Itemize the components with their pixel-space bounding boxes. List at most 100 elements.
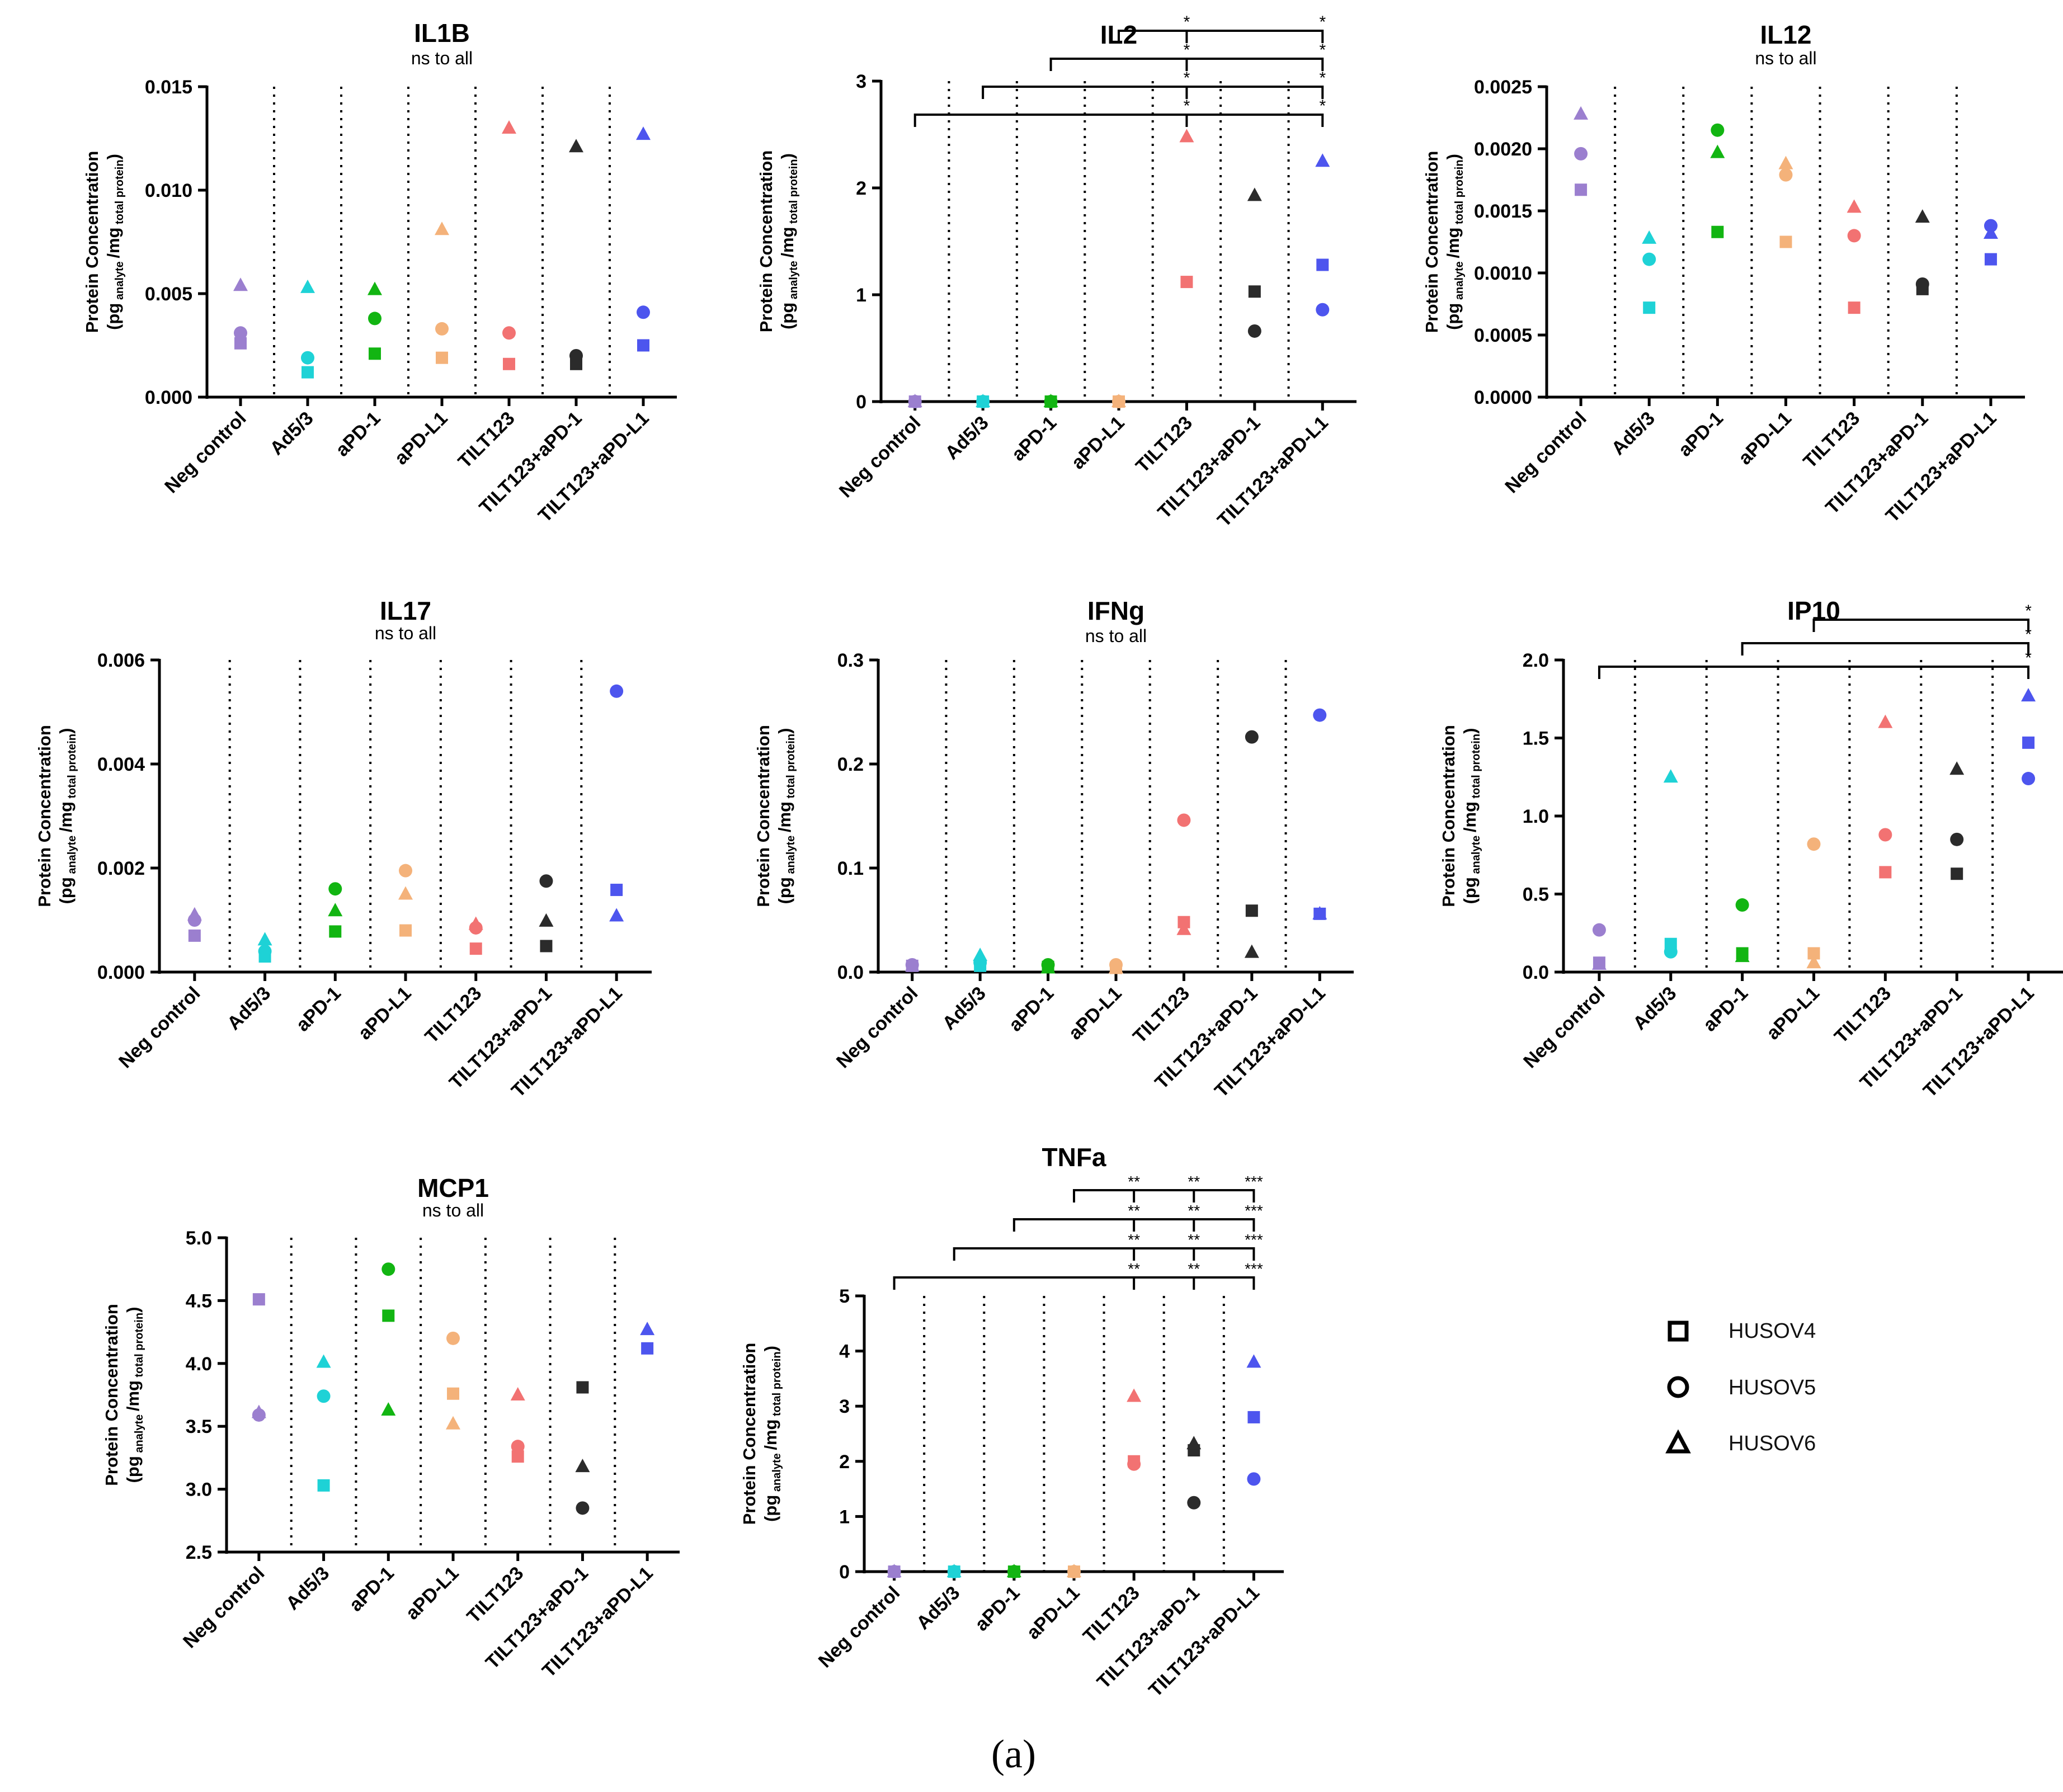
y-axis-label-line2: (pg analyte /mg total protein) [761,1346,783,1522]
data-point-husov5-apd-l1 [399,864,412,878]
y-tick-label: 0.005 [145,284,192,305]
data-point-husov4-tilt123-apd-l1 [1247,1411,1260,1423]
data-point-husov6-ad5-3 [976,394,991,407]
data-point-husov4-neg-control [1575,183,1588,196]
data-point-husov4-apd-l1 [1779,235,1792,248]
y-tick-label: 1.0 [1523,806,1549,827]
legend-label-husov5: HUSOV5 [1728,1376,1816,1399]
data-point-husov4-tilt123-apd-l1 [637,339,649,352]
chart-title: IL17 [380,596,431,625]
legend-item-husov6: HUSOV6 [1665,1429,1816,1455]
data-point-husov4-neg-control [234,337,247,350]
y-tick-label: 3 [856,71,866,92]
data-point-husov6-tilt123 [1179,129,1194,143]
data-point-husov5-apd-l1 [1779,168,1793,182]
legend-square-marker [1668,1321,1689,1342]
x-tick-label-apd-l1: aPD-L1 [354,983,416,1044]
data-point-husov4-tilt123-apd-l1 [2022,736,2035,749]
x-tick-label-tilt123: TILT123 [463,1563,527,1628]
data-point-husov4-tilt123 [1848,301,1861,314]
x-tick-label-neg-control: Neg control [115,983,204,1072]
data-point-husov6-apd-1 [368,281,382,295]
significance-label: * [2025,602,2032,620]
chart-title: MCP1 [417,1173,489,1202]
significance-label: ** [1188,1173,1200,1190]
data-point-husov6-tilt123-apd-1 [1915,209,1930,223]
significance-label: ** [1188,1202,1200,1219]
chart-title: IL1B [414,18,470,48]
significance-label: * [1319,13,1326,31]
x-tick-label-neg-control: Neg control [835,412,925,502]
data-point-husov6-ad5-3 [1663,769,1678,783]
chart-title: TNFa [1042,1143,1106,1172]
y-axis-label: Protein Concentration (pg analyte /mg tot… [753,725,797,907]
significance-label: ** [1188,1260,1200,1277]
chart-subtitle: ns to all [1085,626,1147,646]
data-point-husov4-tilt123-apd-l1 [641,1342,654,1355]
significance-label: * [2025,649,2032,667]
data-point-husov5-tilt123 [511,1440,525,1454]
y-axis-label-line1: Protein Concentration [756,150,776,333]
y-axis-label: Protein Concentration (pg analyte /mg tot… [82,151,126,333]
data-point-husov4-tilt123 [511,1450,524,1463]
y-tick-label: 0.5 [1523,884,1549,906]
data-point-husov6-tilt123-apd-l1 [636,126,651,140]
data-point-husov5-apd-l1 [435,322,449,336]
data-point-husov5-apd-1 [328,882,342,896]
x-tick-label-neg-control: Neg control [179,1563,269,1652]
data-point-husov4-ad5-3 [302,366,314,379]
data-point-husov6-apd-l1 [1109,960,1123,974]
data-point-husov6-ad5-3 [316,1354,331,1368]
x-tick-label-apd-l1: aPD-L1 [1067,412,1129,474]
y-tick-label: 2 [839,1451,850,1473]
data-point-husov6-tilt123-apd-1 [575,1459,590,1473]
data-point-husov5-ad5-3 [1664,945,1678,959]
y-tick-label: 1 [856,285,866,306]
legend-label-husov4: HUSOV4 [1728,1319,1816,1343]
y-tick-label: 2.0 [1523,650,1549,671]
data-point-husov5-apd-1 [1711,123,1725,137]
y-tick-label: 5 [839,1286,850,1307]
y-tick-label: 0.004 [97,754,145,775]
y-axis-label-line2: (pg analyte /mg total protein) [1443,154,1466,330]
legend: HUSOV4 HUSOV5 HUSOV6 [1665,1319,1816,1455]
x-tick-label-apd-1: aPD-1 [1005,983,1058,1036]
significance-label: * [1184,97,1190,115]
chart-subtitle: ns to all [411,48,473,68]
y-axis-label-line2: (pg analyte /mg total protein) [103,154,126,330]
y-tick-label: 0.000 [145,387,192,408]
data-point-husov5-apd-1 [1735,898,1749,912]
x-tick-label-tilt123: TILT123 [1129,983,1194,1048]
x-tick-label-neg-control: Neg control [832,983,922,1072]
data-point-husov6-apd-l1 [446,1416,460,1430]
x-tick-label-ad5-3: Ad5/3 [282,1563,333,1614]
data-point-husov5-neg-control [234,326,247,340]
x-tick-label-ad5-3: Ad5/3 [1608,408,1659,459]
data-point-husov4-tilt123 [1180,276,1193,289]
x-tick-label-tilt123-apd-l1: TILT123+aPD-L1 [1144,1582,1264,1701]
significance-label: * [1319,41,1326,59]
data-point-husov6-tilt123-apd-1 [539,913,554,927]
y-tick-label: 3 [839,1396,850,1417]
data-point-husov6-tilt123-apd-l1 [609,908,624,922]
data-point-husov5-apd-l1 [1807,837,1821,851]
y-tick-label: 0.0025 [1474,77,1532,98]
data-point-husov6-apd-l1 [1806,955,1821,969]
data-point-husov6-neg-control [907,394,922,407]
data-point-husov6-apd-1 [1040,960,1056,974]
significance-label: ** [1128,1260,1140,1277]
data-point-husov5-tilt123-apd-1 [539,874,553,888]
data-point-husov6-tilt123 [1847,199,1862,213]
data-point-husov6-ad5-3 [1642,230,1657,244]
data-point-husov4-neg-control [252,1293,265,1306]
y-tick-label: 2.5 [186,1542,212,1563]
data-point-husov4-apd-l1 [399,924,412,937]
y-axis-label-line1: Protein Concentration [740,1343,759,1525]
y-tick-label: 0.3 [837,650,864,671]
data-point-husov5-tilt123-apd-1 [1187,1496,1201,1510]
data-point-husov6-ad5-3 [300,279,315,293]
data-point-husov6-tilt123-apd-1 [1247,187,1262,201]
data-point-husov5-tilt123-apd-l1 [1247,1472,1261,1486]
significance-label: * [1184,41,1190,59]
